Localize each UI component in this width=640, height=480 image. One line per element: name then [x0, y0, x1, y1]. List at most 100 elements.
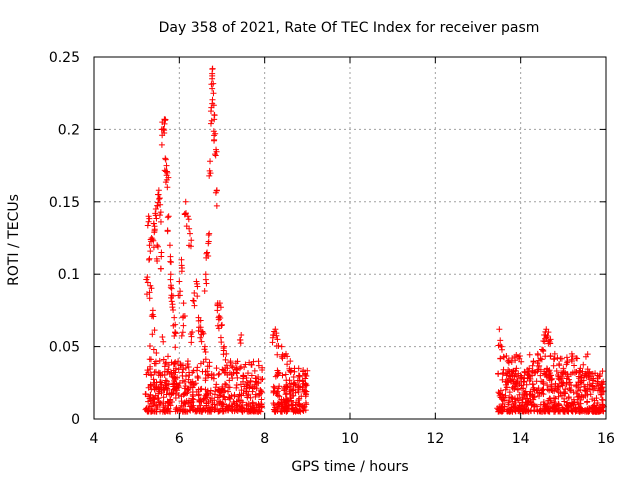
data-point: [205, 372, 212, 379]
data-point: [203, 400, 210, 407]
data-point: [170, 386, 177, 393]
data-point: [600, 378, 607, 385]
data-point: [540, 338, 547, 345]
data-point: [302, 390, 309, 397]
data-point: [165, 213, 172, 220]
data-point: [537, 372, 544, 379]
data-point: [185, 216, 192, 223]
data-point: [151, 327, 158, 334]
data-point: [291, 368, 298, 375]
data-point: [590, 377, 597, 384]
data-point: [292, 382, 299, 389]
data-point: [258, 376, 265, 383]
data-point: [563, 361, 570, 368]
data-point: [146, 255, 153, 262]
data-point: [207, 108, 214, 115]
data-point: [574, 355, 581, 362]
data-point: [206, 172, 213, 179]
data-point: [556, 376, 563, 383]
data-point: [187, 331, 194, 338]
data-point: [288, 387, 295, 394]
data-point: [149, 407, 156, 414]
data-point: [165, 398, 172, 405]
data-point: [542, 403, 549, 410]
data-point: [203, 390, 210, 397]
data-point: [257, 401, 264, 408]
data-point: [545, 329, 552, 336]
x-axis-label: GPS time / hours: [291, 459, 408, 475]
data-point: [188, 237, 195, 244]
data-point: [207, 170, 214, 177]
data-point: [241, 383, 248, 390]
data-point: [239, 408, 246, 415]
data-point: [540, 399, 547, 406]
data-point: [171, 374, 178, 381]
data-point: [290, 408, 297, 415]
data-point: [248, 372, 255, 379]
data-point: [282, 404, 289, 411]
data-point: [199, 368, 206, 375]
data-point: [184, 386, 191, 393]
data-point: [238, 387, 245, 394]
data-point: [167, 253, 174, 260]
data-point: [196, 397, 203, 404]
data-point: [216, 300, 223, 307]
data-point: [208, 374, 215, 381]
data-point: [275, 401, 282, 408]
data-point: [595, 387, 602, 394]
data-point: [574, 399, 581, 406]
data-point: [518, 373, 525, 380]
data-point: [593, 405, 600, 412]
data-point: [168, 285, 175, 292]
data-point: [577, 387, 584, 394]
data-point: [278, 343, 285, 350]
data-point: [574, 394, 581, 401]
data-point: [175, 358, 182, 365]
data-point: [202, 356, 209, 363]
data-point: [220, 345, 227, 352]
data-point: [153, 402, 160, 409]
x-tick-label: 14: [512, 431, 530, 447]
data-point: [298, 393, 305, 400]
data-point: [165, 353, 172, 360]
data-point: [191, 290, 198, 297]
data-point: [237, 381, 244, 388]
data-point: [279, 372, 286, 379]
data-point: [598, 391, 605, 398]
data-point: [231, 393, 238, 400]
data-point: [274, 336, 281, 343]
data-point: [153, 215, 160, 222]
data-point: [584, 351, 591, 358]
data-point: [147, 236, 154, 243]
data-point: [213, 202, 220, 209]
data-point: [552, 395, 559, 402]
data-point: [162, 116, 169, 123]
data-point: [560, 365, 567, 372]
data-point: [286, 402, 293, 409]
data-point: [514, 405, 521, 412]
data-point: [149, 400, 156, 407]
data-point: [564, 371, 571, 378]
data-point: [147, 382, 154, 389]
data-point: [550, 356, 557, 363]
data-point: [205, 238, 212, 245]
data-point: [146, 295, 153, 302]
data-point: [170, 390, 177, 397]
data-point: [548, 387, 555, 394]
data-point: [223, 362, 230, 369]
x-tick-label: 8: [260, 431, 269, 447]
data-point: [226, 369, 233, 376]
data-point: [516, 355, 523, 362]
data-point: [231, 408, 238, 415]
y-tick-label: 0.15: [49, 195, 80, 211]
data-point: [219, 321, 225, 328]
data-point: [186, 242, 193, 249]
data-point: [594, 408, 601, 415]
data-point: [295, 397, 302, 404]
data-point: [183, 210, 190, 217]
data-point: [209, 85, 216, 92]
data-point: [513, 352, 520, 359]
data-point: [157, 378, 164, 385]
data-point: [168, 298, 175, 305]
